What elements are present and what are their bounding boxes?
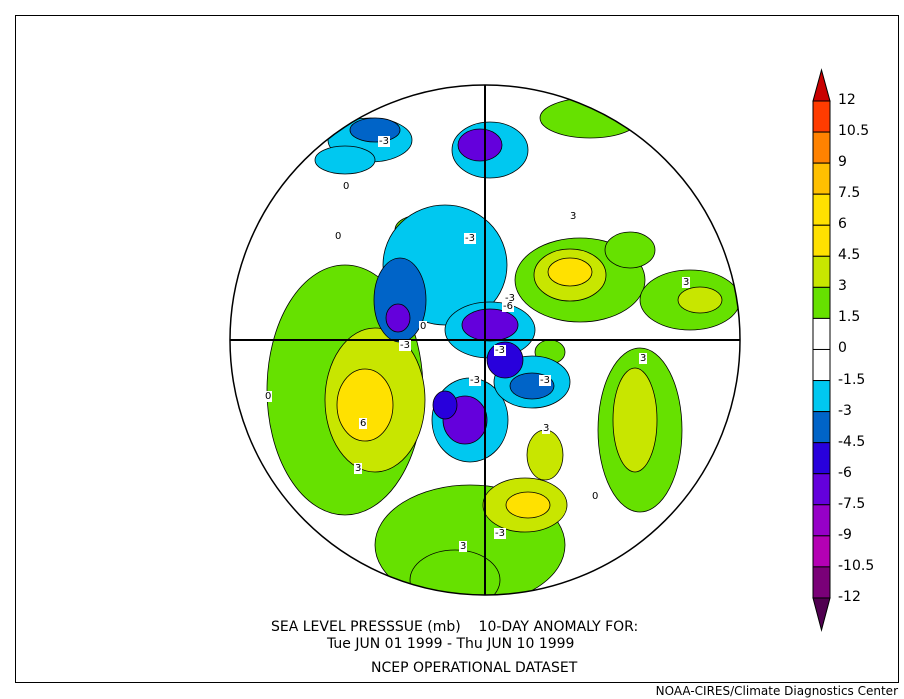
contour-label: -3 — [469, 375, 481, 386]
anomaly-region — [409, 549, 501, 595]
anomaly-region — [336, 368, 394, 442]
colorbar-segment — [812, 411, 831, 444]
colorbar-tick-label: -10.5 — [838, 557, 875, 574]
colorbar-segment — [812, 131, 831, 164]
colorbar-segment — [812, 317, 831, 350]
colorbar-tick-label: 7.5 — [838, 185, 861, 202]
contour-label: 0 — [591, 491, 600, 502]
colorbar-tick-label: 6 — [838, 216, 847, 233]
contour-label: 6 — [359, 418, 368, 429]
anomaly-region — [385, 303, 411, 333]
colorbar-segment — [812, 286, 831, 319]
contour-label: 3 — [542, 423, 551, 434]
contour-label: -3 — [378, 136, 390, 147]
colorbar-tick-label: -7.5 — [838, 495, 866, 512]
colorbar-tick-label: 9 — [838, 154, 847, 171]
contour-label: 0 — [342, 181, 351, 192]
colorbar-segment — [812, 566, 831, 599]
colorbar-segment — [812, 224, 831, 257]
title-line-2: Tue JUN 01 1999 - Thu JUN 10 1999 — [327, 636, 575, 652]
anomaly-region — [461, 308, 519, 342]
colorbar-segment — [812, 442, 831, 475]
contour-label: -3 — [494, 345, 506, 356]
anomaly-region — [457, 128, 503, 162]
colorbar-segment — [812, 380, 831, 413]
anomaly-region — [612, 367, 658, 473]
credit-text: NOAA-CIRES/Climate Diagnostics Center — [655, 684, 898, 698]
colorbar-segment — [812, 504, 831, 537]
contour-label: 3 — [639, 353, 648, 364]
colorbar-segment — [812, 193, 831, 226]
colorbar-under-triangle — [812, 597, 831, 632]
colorbar-tick-label: -4.5 — [838, 433, 866, 450]
contour-label: -3 — [464, 233, 476, 244]
map-boundary — [229, 84, 741, 596]
colorbar-over-triangle — [812, 68, 831, 102]
contour-label: -3 — [494, 528, 506, 539]
colorbar-tick-label: -9 — [838, 526, 852, 543]
anomaly-region — [505, 491, 551, 519]
colorbar-tick-label: 3 — [838, 278, 847, 295]
anomaly-region — [604, 231, 656, 269]
contour-label: -3 — [504, 293, 516, 304]
contour-label: 0 — [264, 391, 273, 402]
colorbar-tick-label: -6 — [838, 464, 852, 481]
colorbar-segment — [812, 255, 831, 288]
anomaly-region — [526, 429, 564, 481]
contour-label: -3 — [539, 375, 551, 386]
title-line-1: SEA LEVEL PRESSSUE (mb) 10-DAY ANOMALY F… — [271, 619, 639, 635]
plot-frame — [15, 15, 899, 683]
colorbar-tick-label: 10.5 — [838, 123, 870, 140]
contour-label: 3 — [459, 541, 468, 552]
colorbar-segment — [812, 348, 831, 382]
colorbar-segment — [812, 100, 831, 133]
contour-label: 0 — [334, 231, 343, 242]
contour-label: -3 — [399, 340, 411, 351]
dataset-label: NCEP OPERATIONAL DATASET — [371, 660, 578, 676]
contour-label: 0 — [419, 321, 428, 332]
colorbar-tick-label: -12 — [838, 588, 861, 605]
colorbar-segment — [812, 162, 831, 195]
anomaly-region — [547, 257, 593, 287]
colorbar-tick-label: 1.5 — [838, 309, 861, 326]
anomaly-region — [539, 97, 641, 139]
contour-label: 3 — [682, 277, 691, 288]
colorbar-segment — [812, 535, 831, 568]
anomaly-region — [314, 145, 376, 175]
contour-label: 3 — [354, 463, 363, 474]
anomaly-region — [349, 117, 401, 143]
colorbar-tick-label: -3 — [838, 402, 852, 419]
colorbar-tick-label: 0 — [838, 340, 847, 357]
contour-label: -6 — [502, 301, 514, 312]
anomaly-region — [677, 286, 723, 314]
contour-label: 3 — [569, 211, 578, 222]
colorbar-tick-label: -1.5 — [838, 371, 866, 388]
colorbar-tick-label: 12 — [838, 92, 856, 108]
colorbar-segment — [812, 473, 831, 506]
anomaly-region — [432, 390, 458, 420]
colorbar-tick-label: 4.5 — [838, 247, 861, 264]
